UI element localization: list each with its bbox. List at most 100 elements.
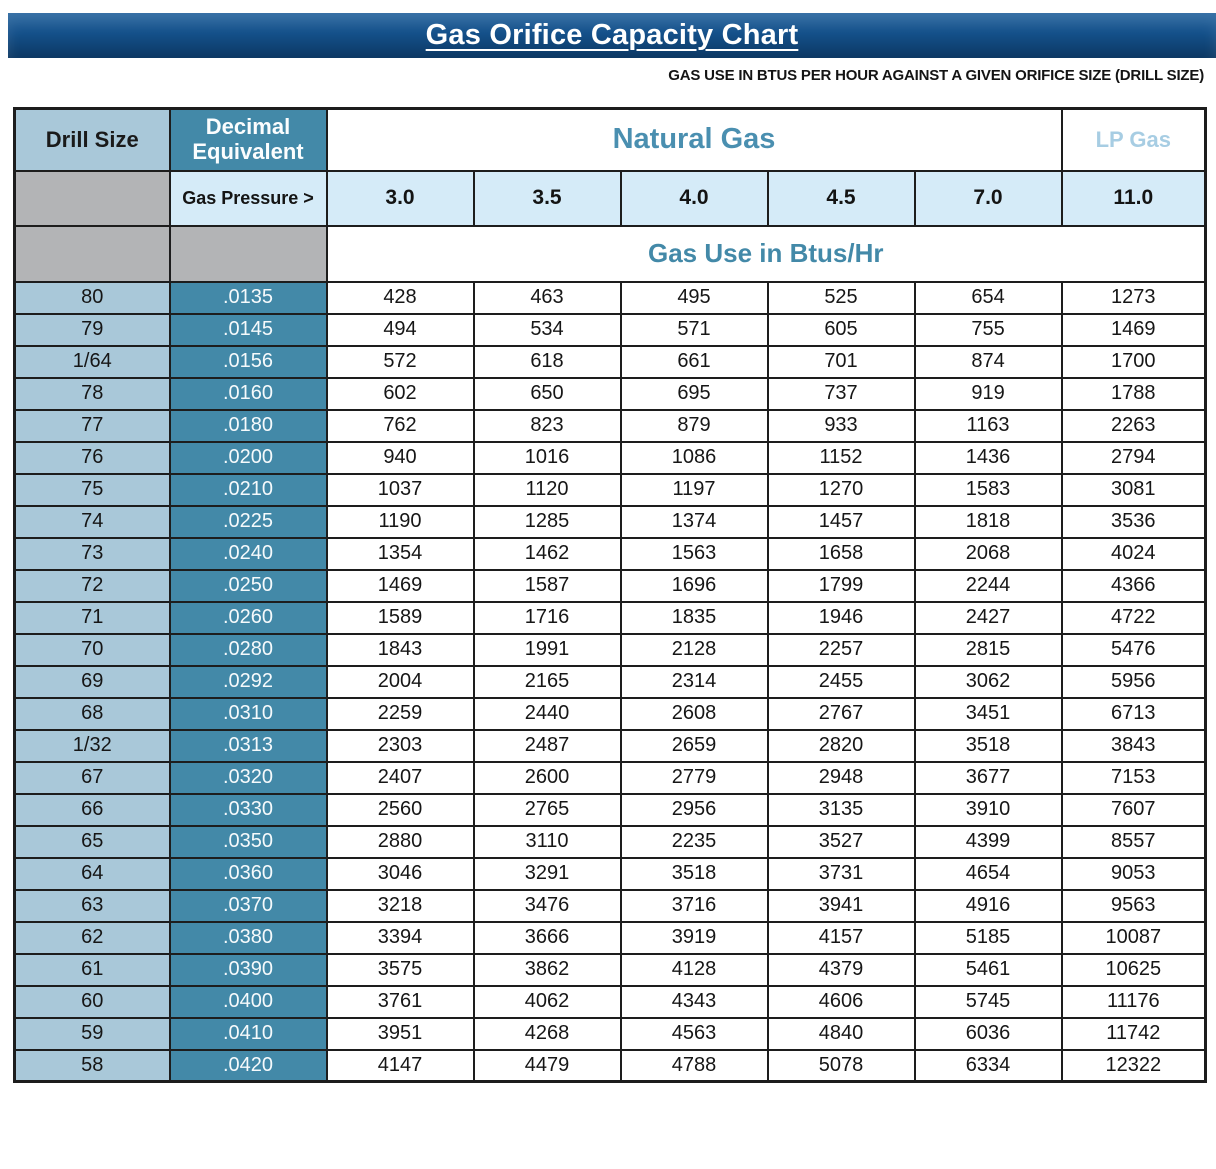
btu-value-cell: 3575 — [325, 952, 475, 987]
btu-value-cell: 1583 — [913, 472, 1063, 507]
btu-value-cell: 654 — [913, 280, 1063, 315]
btu-value-cell: 3518 — [913, 728, 1063, 763]
subtitle: GAS USE IN BTUS PER HOUR AGAINST A GIVEN… — [668, 67, 1204, 84]
btu-value-cell: 2128 — [619, 632, 769, 667]
pressure-col-header: 4.5 — [766, 169, 916, 227]
table-row: 73.0240 1354 1462 1563 1658 2068 4024 — [13, 536, 1207, 571]
btu-value-cell: 12322 — [1060, 1048, 1207, 1083]
decimal-equivalent-cell: .0313 — [168, 728, 328, 763]
btu-value-cell: 2455 — [766, 664, 916, 699]
btu-value-cell: 5745 — [913, 984, 1063, 1019]
btu-value-cell: 11176 — [1060, 984, 1207, 1019]
btu-value-cell: 1991 — [472, 632, 622, 667]
btu-value-cell: 3536 — [1060, 504, 1207, 539]
drill-size-cell: 80 — [13, 280, 171, 315]
btu-value-cell: 2004 — [325, 664, 475, 699]
table-row: 63.0370 3218 3476 3716 3941 4916 9563 — [13, 888, 1207, 923]
gas-use-btus-header: Gas Use in Btus/Hr — [325, 224, 1207, 283]
table-row: 62.0380 3394 3666 3919 4157 5185 10087 — [13, 920, 1207, 955]
btu-value-cell: 3518 — [619, 856, 769, 891]
pressure-col-header: 11.0 — [1060, 169, 1207, 227]
btu-value-cell: 495 — [619, 280, 769, 315]
btu-value-cell: 933 — [766, 408, 916, 443]
drill-size-cell: 75 — [13, 472, 171, 507]
table-row: 69.0292 2004 2165 2314 2455 3062 5956 — [13, 664, 1207, 699]
decimal-equivalent-cell: .0292 — [168, 664, 328, 699]
btu-value-cell: 661 — [619, 344, 769, 379]
btu-value-cell: 2600 — [472, 760, 622, 795]
btu-value-cell: 1469 — [325, 568, 475, 603]
btu-value-cell: 2235 — [619, 824, 769, 859]
btu-value-cell: 7607 — [1060, 792, 1207, 827]
btu-value-cell: 2767 — [766, 696, 916, 731]
table-row: 77.0180 762 823 879 933 1163 2263 — [13, 408, 1207, 443]
btu-value-cell: 11742 — [1060, 1016, 1207, 1051]
btu-value-cell: 6334 — [913, 1048, 1063, 1083]
pressure-header-row: Gas Pressure > 3.0 3.5 4.0 4.5 7.0 11.0 — [13, 169, 1207, 227]
decimal-equivalent-header: Decimal Equivalent — [168, 107, 328, 172]
btu-value-cell: 1946 — [766, 600, 916, 635]
btu-value-cell: 4268 — [472, 1016, 622, 1051]
btu-value-cell: 3135 — [766, 792, 916, 827]
page-title: Gas Orifice Capacity Chart — [425, 19, 799, 51]
decimal-equivalent-cell: .0360 — [168, 856, 328, 891]
table-row: 78.0160 602 650 695 737 919 1788 — [13, 376, 1207, 411]
decimal-equivalent-cell: .0410 — [168, 1016, 328, 1051]
btu-value-cell: 3761 — [325, 984, 475, 1019]
btu-value-cell: 6713 — [1060, 696, 1207, 731]
btu-value-cell: 3862 — [472, 952, 622, 987]
table-row: 79.0145 494 534 571 605 755 1469 — [13, 312, 1207, 347]
decimal-equivalent-cell: .0135 — [168, 280, 328, 315]
btu-value-cell: 755 — [913, 312, 1063, 347]
btu-value-cell: 2815 — [913, 632, 1063, 667]
btu-value-cell: 9563 — [1060, 888, 1207, 923]
btu-value-cell: 4399 — [913, 824, 1063, 859]
btu-value-cell: 5476 — [1060, 632, 1207, 667]
table-row: 67.0320 2407 2600 2779 2948 3677 7153 — [13, 760, 1207, 795]
btu-value-cell: 2244 — [913, 568, 1063, 603]
btu-value-cell: 1270 — [766, 472, 916, 507]
btu-value-cell: 2560 — [325, 792, 475, 827]
table-row: 61.0390 3575 3862 4128 4379 5461 10625 — [13, 952, 1207, 987]
btu-value-cell: 4606 — [766, 984, 916, 1019]
btu-value-cell: 695 — [619, 376, 769, 411]
btu-value-cell: 1563 — [619, 536, 769, 571]
btu-value-cell: 3451 — [913, 696, 1063, 731]
drill-size-cell: 58 — [13, 1048, 171, 1083]
table-row: 60.0400 3761 4062 4343 4606 5745 11176 — [13, 984, 1207, 1019]
btu-value-cell: 5956 — [1060, 664, 1207, 699]
pressure-col-header: 7.0 — [913, 169, 1063, 227]
btu-value-cell: 3919 — [619, 920, 769, 955]
btu-value-cell: 1436 — [913, 440, 1063, 475]
drill-size-cell: 72 — [13, 568, 171, 603]
btu-value-cell: 10087 — [1060, 920, 1207, 955]
spacer-cell — [168, 224, 328, 283]
drill-size-cell: 77 — [13, 408, 171, 443]
decimal-equivalent-cell: .0420 — [168, 1048, 328, 1083]
btu-value-cell: 2659 — [619, 728, 769, 763]
spacer-cell — [13, 169, 171, 227]
btu-value-cell: 605 — [766, 312, 916, 347]
btu-value-cell: 1190 — [325, 504, 475, 539]
btu-value-cell: 4062 — [472, 984, 622, 1019]
btu-value-cell: 1843 — [325, 632, 475, 667]
table-row: 1/64.0156 572 618 661 701 874 1700 — [13, 344, 1207, 379]
btu-value-cell: 2303 — [325, 728, 475, 763]
btu-value-cell: 4024 — [1060, 536, 1207, 571]
btu-value-cell: 4788 — [619, 1048, 769, 1083]
btu-value-cell: 1197 — [619, 472, 769, 507]
btu-value-cell: 3394 — [325, 920, 475, 955]
btu-value-cell: 1354 — [325, 536, 475, 571]
drill-size-cell: 67 — [13, 760, 171, 795]
decimal-equivalent-cell: .0250 — [168, 568, 328, 603]
btu-value-cell: 5461 — [913, 952, 1063, 987]
btu-value-cell: 3476 — [472, 888, 622, 923]
decimal-equivalent-cell: .0330 — [168, 792, 328, 827]
btu-value-cell: 1285 — [472, 504, 622, 539]
btu-value-cell: 1037 — [325, 472, 475, 507]
btu-value-cell: 1374 — [619, 504, 769, 539]
decimal-equivalent-cell: .0225 — [168, 504, 328, 539]
pressure-col-header: 4.0 — [619, 169, 769, 227]
gas-pressure-label: Gas Pressure > — [168, 169, 328, 227]
btu-value-cell: 4479 — [472, 1048, 622, 1083]
